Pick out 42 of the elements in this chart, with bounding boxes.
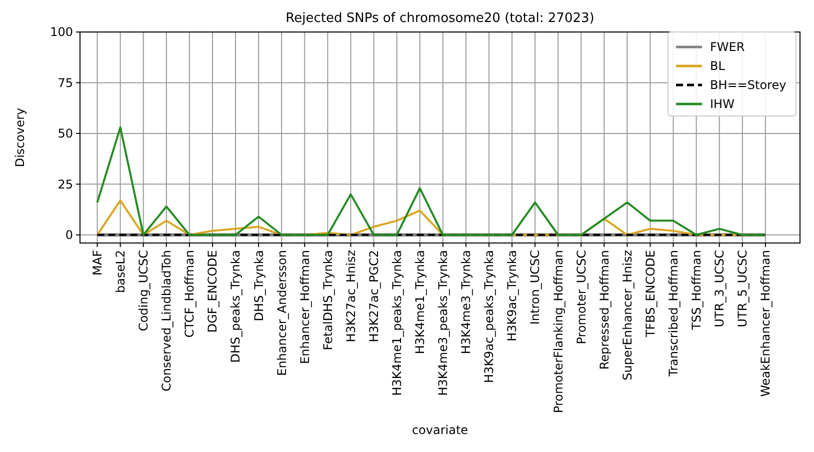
x-tick-label: Promoter_UCSC (574, 250, 588, 344)
x-tick-label: H3K27ac_Hnisz (344, 250, 358, 342)
y-tick-label: 50 (58, 126, 73, 141)
x-tick-label: DGF_ENCODE (206, 250, 220, 333)
x-tick-label: CTCF_Hoffman (182, 250, 197, 338)
x-tick-label: Enhancer_Andersson (274, 250, 289, 376)
x-tick-label: baseL2 (114, 250, 128, 293)
x-tick-label: UTR_5_UCSC (736, 250, 750, 328)
legend-label: FWER (710, 40, 745, 54)
legend-label: BH==Storey (710, 78, 786, 92)
x-tick-label: Intron_UCSC (528, 250, 542, 325)
y-tick-label: 75 (58, 76, 73, 90)
x-tick-label: Enhancer_Hoffman (298, 250, 312, 364)
legend-label: BL (710, 59, 726, 74)
x-axis-title: covariate (412, 423, 468, 437)
x-tick-label: TSS_Hoffman (690, 250, 704, 331)
x-tick-label: H3K4me1_Trynka (413, 250, 428, 354)
x-tick-label: Conserved_LindbladToh (160, 250, 174, 392)
x-tick-label: H3K4me1_peaks_Trynka (390, 250, 404, 396)
x-tick-label: TFBS_ENCODE (643, 250, 658, 338)
x-tick-label: H3K4me3_peaks_Trynka (436, 250, 450, 396)
x-tick-label: Transcribed_Hoffman (666, 250, 680, 378)
x-tick-label: WeakEnhancer_Hoffman (758, 250, 773, 397)
x-tick-label: PromoterFlanking_Hoffman (551, 250, 566, 414)
x-tick-label: Repressed_Hoffman (597, 250, 612, 370)
x-tick-label: H3K4me3_Trynka (459, 250, 474, 354)
y-axis-title: Discovery (13, 108, 27, 168)
x-tick-label: DHS_peaks_Trynka (228, 250, 243, 363)
x-tick-label: FetalDHS_Trynka (320, 250, 335, 350)
x-tick-label: H3K27ac_PGC2 (366, 250, 381, 342)
x-tick-label: H3K9ac_peaks_Trynka (482, 250, 496, 383)
y-tick-label: 0 (65, 228, 73, 242)
legend-label: IHW (710, 97, 735, 112)
x-tick-label: DHS_Trynka (252, 250, 266, 322)
x-tick-label: UTR_3_UCSC (712, 250, 727, 328)
chart-title: Rejected SNPs of chromosome20 (total: 27023) (286, 11, 594, 26)
y-tick-label: 100 (50, 25, 73, 40)
x-tick-label: SuperEnhancer_Hnisz (620, 250, 634, 380)
y-tick-label: 25 (58, 177, 73, 192)
x-tick-label: MAF (90, 250, 104, 276)
x-tick-label: H3K9ac_Trynka (505, 250, 520, 342)
x-tick-label: Coding_UCSC (136, 250, 151, 332)
